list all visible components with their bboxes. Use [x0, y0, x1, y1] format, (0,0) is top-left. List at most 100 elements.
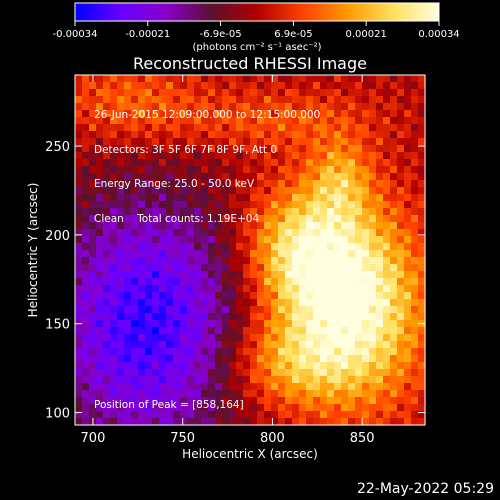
heatmap-cell — [397, 383, 405, 391]
heatmap-cell — [306, 257, 314, 265]
heatmap-cell — [75, 327, 83, 335]
heatmap-cell — [194, 390, 202, 398]
heatmap-cell — [292, 278, 300, 286]
heatmap-cell — [397, 75, 405, 83]
heatmap-cell — [89, 180, 97, 188]
heatmap-cell — [215, 124, 223, 132]
heatmap-cell — [243, 208, 251, 216]
heatmap-cell — [306, 292, 314, 300]
heatmap-cell — [369, 89, 377, 97]
heatmap-cell — [285, 369, 293, 377]
heatmap-cell — [166, 418, 174, 426]
heatmap-cell — [418, 152, 426, 160]
heatmap-cell — [327, 257, 335, 265]
heatmap-cell — [89, 264, 97, 272]
heatmap-cell — [208, 397, 216, 405]
heatmap-cell — [348, 348, 356, 356]
heatmap-cell — [82, 278, 90, 286]
heatmap-cell — [110, 376, 118, 384]
heatmap-cell — [145, 250, 153, 258]
heatmap-cell — [208, 383, 216, 391]
heatmap-cell — [243, 348, 251, 356]
heatmap-cell — [159, 292, 167, 300]
heatmap-cell — [341, 173, 349, 181]
heatmap-cell — [376, 362, 384, 370]
heatmap-cell — [229, 250, 237, 258]
heatmap-cell — [215, 222, 223, 230]
heatmap-cell — [348, 222, 356, 230]
heatmap-cell — [278, 222, 286, 230]
heatmap-cell — [292, 264, 300, 272]
heatmap-cell — [124, 257, 132, 265]
heatmap-cell — [334, 404, 342, 412]
heatmap-cell — [362, 243, 370, 251]
heatmap-cell — [418, 285, 426, 293]
heatmap-cell — [110, 334, 118, 342]
heatmap-cell — [180, 173, 188, 181]
heatmap-cell — [208, 264, 216, 272]
heatmap-cell — [222, 250, 230, 258]
heatmap-cell — [411, 369, 419, 377]
heatmap-cell — [306, 313, 314, 321]
heatmap-cell — [313, 236, 321, 244]
heatmap-cell — [173, 215, 181, 223]
heatmap-cell — [404, 187, 412, 195]
heatmap-cell — [292, 243, 300, 251]
heatmap-cell — [138, 159, 146, 167]
plot-frame — [74, 74, 426, 426]
heatmap-cell — [278, 264, 286, 272]
heatmap-cell — [299, 180, 307, 188]
heatmap-cell — [320, 320, 328, 328]
heatmap-cell — [264, 103, 272, 111]
heatmap-cell — [383, 285, 391, 293]
heatmap-cell — [152, 257, 160, 265]
heatmap-cell — [138, 201, 146, 209]
heatmap-cell — [89, 404, 97, 412]
heatmap-cell — [418, 292, 426, 300]
heatmap-cell — [362, 250, 370, 258]
heatmap-cell — [208, 138, 216, 146]
heatmap-cell — [320, 341, 328, 349]
heatmap-cell — [404, 117, 412, 125]
heatmap-cell — [390, 96, 398, 104]
heatmap-cell — [264, 152, 272, 160]
heatmap-cell — [173, 306, 181, 314]
heatmap-cell — [229, 278, 237, 286]
heatmap-cell — [166, 75, 174, 83]
heatmap-cell — [271, 411, 279, 419]
heatmap-cell — [208, 418, 216, 426]
heatmap-cell — [110, 243, 118, 251]
heatmap-cell — [180, 131, 188, 139]
heatmap-cell — [103, 229, 111, 237]
heatmap-cell — [229, 124, 237, 132]
heatmap-cell — [383, 194, 391, 202]
heatmap-cell — [103, 390, 111, 398]
heatmap-cell — [327, 208, 335, 216]
heatmap-cell — [131, 152, 139, 160]
heatmap-cell — [110, 117, 118, 125]
heatmap-cell — [390, 138, 398, 146]
heatmap-cell — [229, 404, 237, 412]
heatmap-cell — [166, 124, 174, 132]
heatmap-cell — [397, 222, 405, 230]
heatmap-cell — [173, 397, 181, 405]
heatmap-cell — [292, 313, 300, 321]
heatmap-cell — [187, 173, 195, 181]
heatmap-cell — [250, 159, 258, 167]
heatmap-cell — [138, 362, 146, 370]
heatmap-cell — [138, 96, 146, 104]
heatmap-cell — [236, 82, 244, 90]
heatmap-cell — [159, 264, 167, 272]
heatmap-cell — [327, 180, 335, 188]
heatmap-cell — [208, 103, 216, 111]
heatmap-cell — [243, 313, 251, 321]
heatmap-cell — [306, 369, 314, 377]
heatmap-cell — [299, 306, 307, 314]
heatmap-cell — [348, 75, 356, 83]
heatmap-cell — [271, 334, 279, 342]
heatmap-cell — [124, 131, 132, 139]
heatmap-cell — [159, 152, 167, 160]
heatmap-cell — [369, 397, 377, 405]
heatmap-cell — [341, 124, 349, 132]
heatmap-cell — [215, 278, 223, 286]
